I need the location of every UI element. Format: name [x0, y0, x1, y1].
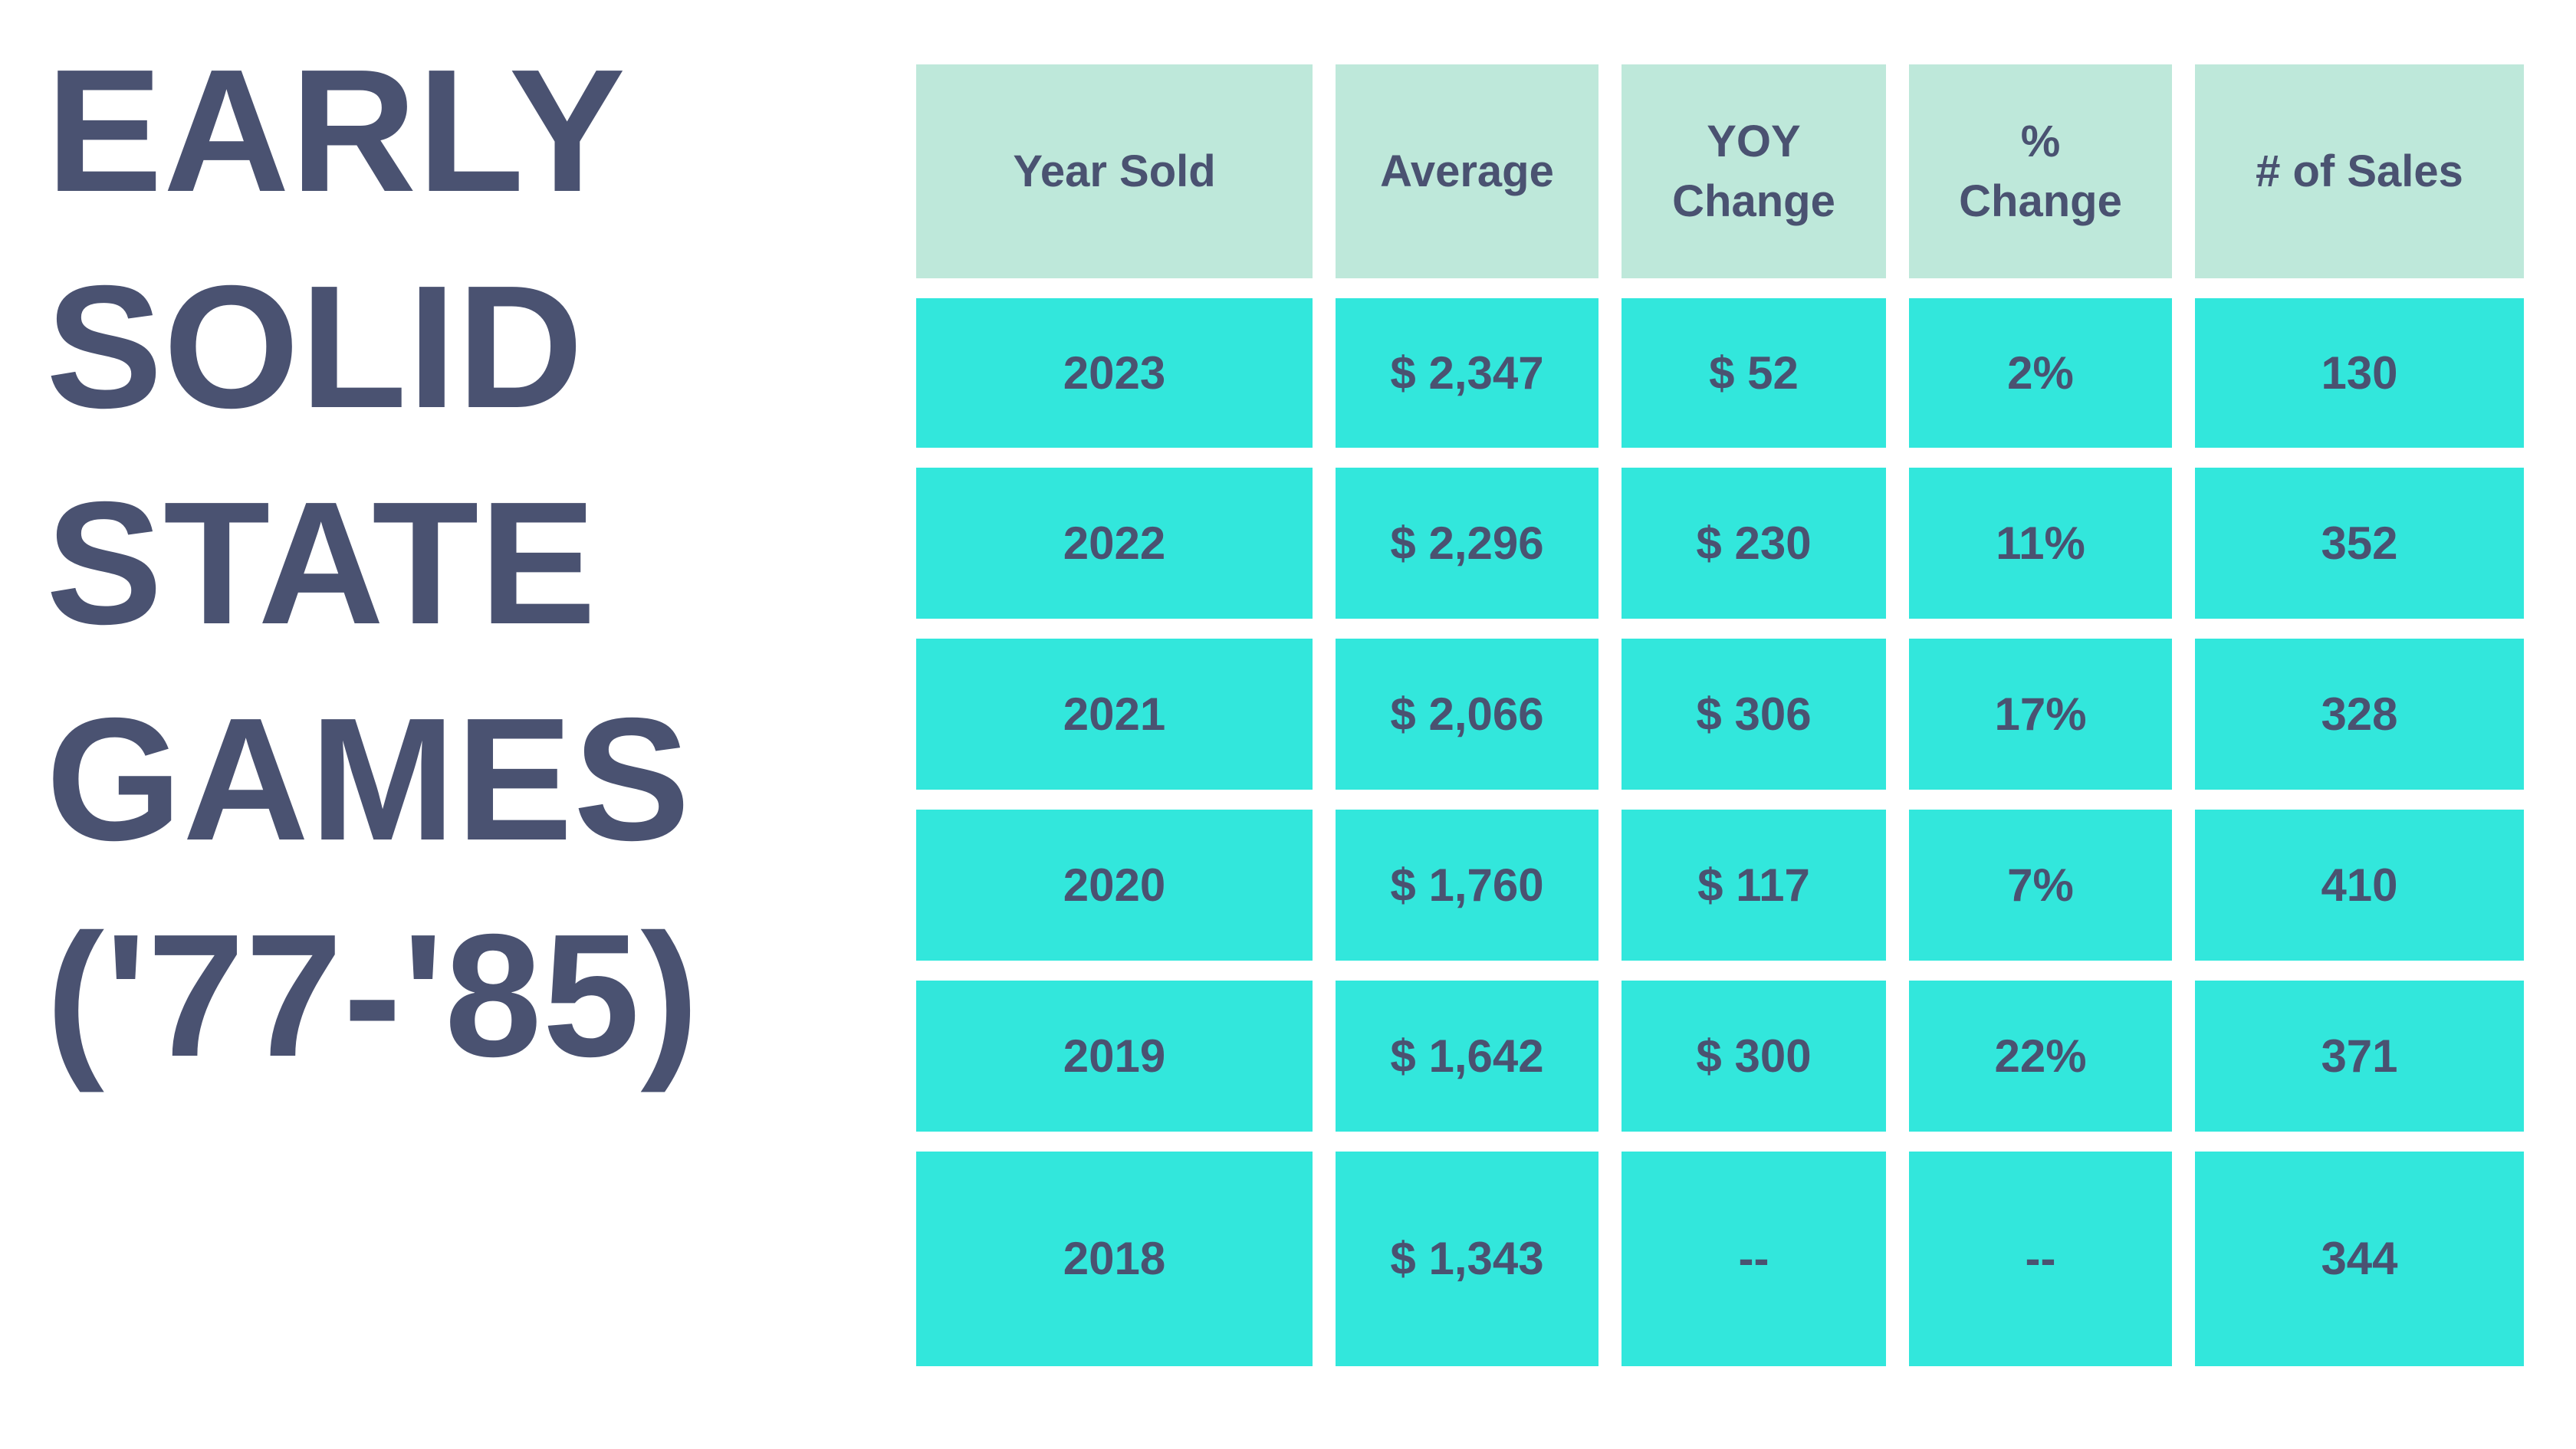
- table-header-line: Change: [1672, 176, 1835, 226]
- table-cell-num-sales: 328: [2195, 639, 2524, 790]
- table-cell-average: $ 1,760: [1336, 810, 1598, 961]
- table-cell-num-sales: 371: [2195, 981, 2524, 1132]
- table-header-line: Average: [1380, 146, 1554, 196]
- table-header-line: # of Sales: [2256, 146, 2463, 196]
- table-cell-num-sales: 352: [2195, 468, 2524, 619]
- table-cell-year: 2023: [916, 298, 1313, 448]
- table-cell-average: $ 2,066: [1336, 639, 1598, 790]
- table-cell-year: 2020: [916, 810, 1313, 961]
- page-title-line: STATE: [46, 466, 597, 661]
- table-cell-average: $ 1,343: [1336, 1152, 1598, 1366]
- table-cell-yoy-change: $ 230: [1622, 468, 1886, 619]
- table-cell-average: $ 1,642: [1336, 981, 1598, 1132]
- table-header-line: %: [2020, 116, 2061, 166]
- table-cell-average: $ 2,296: [1336, 468, 1598, 619]
- table-header-cell-average: Average: [1336, 64, 1598, 278]
- table-cell-num-sales: 410: [2195, 810, 2524, 961]
- page-title-line: SOLID: [46, 250, 584, 445]
- table-cell-yoy-change: $ 306: [1622, 639, 1886, 790]
- table-cell-pct-change: 11%: [1909, 468, 2172, 619]
- table-header-cell-num-sales: # of Sales: [2195, 64, 2524, 278]
- table-cell-yoy-change: --: [1622, 1152, 1886, 1366]
- table-cell-average: $ 2,347: [1336, 298, 1598, 448]
- table-cell-num-sales: 344: [2195, 1152, 2524, 1366]
- sales-table: Year Sold Average YOY Change % Change # …: [916, 64, 2524, 1366]
- table-cell-yoy-change: $ 52: [1622, 298, 1886, 448]
- table-header-cell-year-sold: Year Sold: [916, 64, 1313, 278]
- page-title-line: ('77-'85): [46, 899, 700, 1093]
- table-cell-pct-change: 7%: [1909, 810, 2172, 961]
- table-cell-pct-change: --: [1909, 1152, 2172, 1366]
- table-cell-year: 2022: [916, 468, 1313, 619]
- table-cell-yoy-change: $ 117: [1622, 810, 1886, 961]
- table-cell-year: 2021: [916, 639, 1313, 790]
- table-cell-year: 2019: [916, 981, 1313, 1132]
- table-cell-year: 2018: [916, 1152, 1313, 1366]
- table-header-cell-yoy-change: YOY Change: [1622, 64, 1886, 278]
- table-cell-num-sales: 130: [2195, 298, 2524, 448]
- table-cell-yoy-change: $ 300: [1622, 981, 1886, 1132]
- table-header-cell-pct-change: % Change: [1909, 64, 2172, 278]
- table-cell-pct-change: 17%: [1909, 639, 2172, 790]
- table-header-line: YOY: [1707, 116, 1801, 166]
- table-header-line: Change: [1959, 176, 2122, 226]
- page-title-line: GAMES: [46, 682, 692, 877]
- table-cell-pct-change: 22%: [1909, 981, 2172, 1132]
- page-title: EARLY SOLID STATE GAMES ('77-'85): [46, 23, 699, 1104]
- table-cell-pct-change: 2%: [1909, 298, 2172, 448]
- page-title-line: EARLY: [46, 34, 626, 228]
- table-header-line: Year Sold: [1013, 146, 1216, 196]
